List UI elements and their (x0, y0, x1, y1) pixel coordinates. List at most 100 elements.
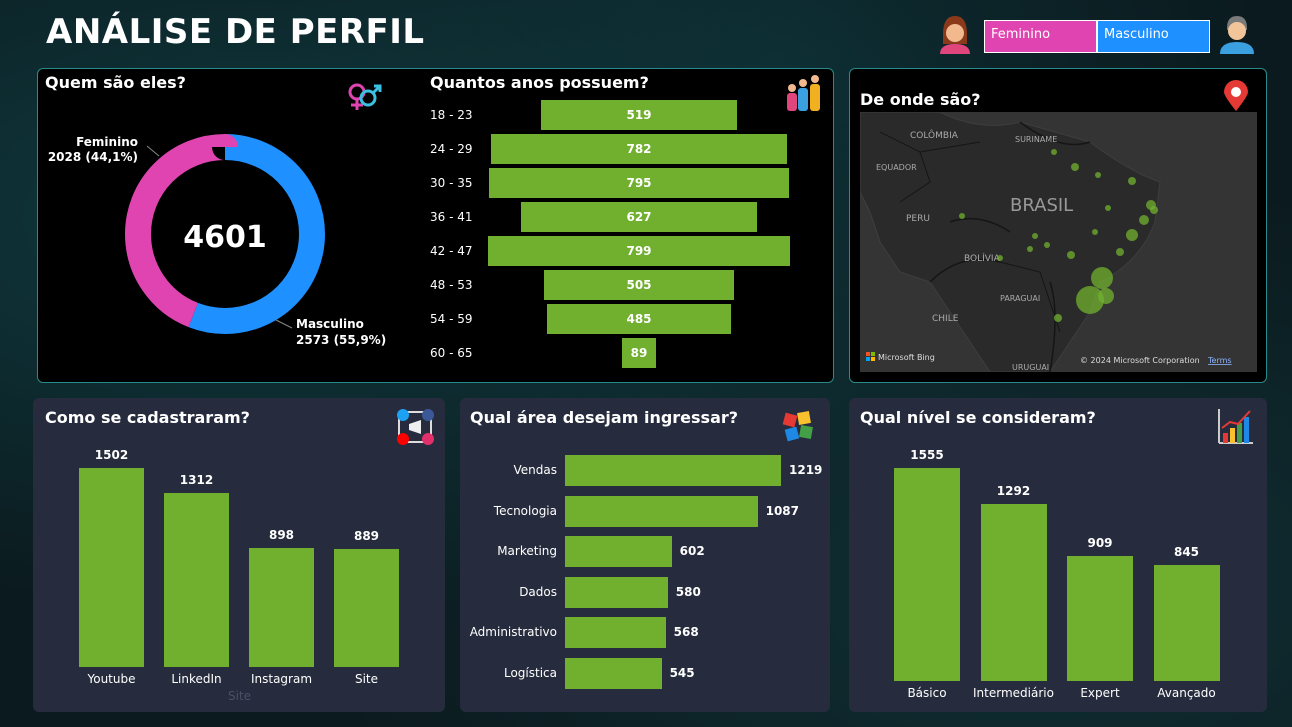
area-bar (565, 536, 672, 568)
location-bubble (1032, 233, 1038, 239)
location-bubble (1091, 267, 1113, 289)
level-category-label: Expert (1080, 686, 1120, 700)
gender-donut-chart: 4601 Feminino 2028 (44,1%) Masculino 257… (48, 134, 386, 347)
area-data-label: 545 (669, 666, 695, 680)
map-terms-link[interactable]: Terms (1207, 356, 1232, 365)
signup-category-label: Instagram (250, 672, 313, 686)
level-bar (1153, 565, 1220, 681)
area-category-label: Administrativo (469, 625, 557, 640)
signup-bar-chart: 1502 Youtube 1312 LinkedIn 898 Instagram 889 Si… (45, 440, 435, 690)
location-bubble (1150, 206, 1158, 214)
age-tick-label: 18 - 23 (430, 108, 473, 122)
location-bubble (1067, 251, 1075, 259)
level-bar (1067, 556, 1133, 681)
map-label-uruguai: URUGUAI (1012, 363, 1049, 372)
age-data-label: 505 (626, 278, 652, 292)
male-avatar-icon (1220, 16, 1254, 54)
area-category-label: Vendas (513, 463, 558, 477)
age-data-label: 782 (626, 142, 652, 156)
area-category-label: Logística (503, 666, 557, 680)
age-bar (540, 100, 738, 130)
gender-symbols-icon (348, 83, 382, 110)
age-data-label: 89 (630, 346, 648, 360)
signup-bar (334, 549, 399, 667)
location-bubble (1092, 229, 1098, 235)
area-data-label: 602 (679, 544, 705, 559)
growth-chart-icon (1218, 409, 1253, 444)
age-bar (488, 236, 790, 266)
age-tick-label: 36 - 41 (430, 210, 473, 224)
location-bubble (1076, 286, 1104, 314)
male-label: Masculino (296, 317, 364, 331)
age-tick-label: 42 - 47 (430, 244, 473, 258)
area-bar (565, 576, 668, 608)
donut-slice-feminino[interactable] (125, 134, 325, 334)
location-bubble (1105, 205, 1111, 211)
signup-data-label: 1312 (179, 473, 214, 488)
map-label-paraguai: PARAGUAI (1000, 294, 1040, 303)
age-tick-label: 30 - 35 (430, 176, 473, 190)
age-bar (622, 338, 656, 368)
location-bubbles (959, 149, 1158, 322)
location-bubble (997, 255, 1003, 261)
age-data-label: 627 (626, 210, 652, 224)
age-bar (488, 168, 790, 198)
signup-bar (249, 548, 314, 667)
level-category-label: Intermediário (973, 686, 1054, 700)
area-bar (565, 658, 662, 689)
level-data-label: 909 (1087, 536, 1113, 551)
area-category-label: Tecnologia (493, 503, 557, 518)
level-bar-chart: 1555 Básico 1292 Intermediário 909 Expert 845 A… (860, 440, 1260, 705)
signup-data-label: 1502 (94, 448, 129, 462)
age-tick-label: 60 - 65 (430, 346, 473, 360)
bing-attribution: Microsoft Bing (878, 353, 935, 362)
signup-category-label: Youtube (87, 672, 136, 686)
area-bar (565, 495, 758, 527)
map-label-equador: EQUADOR (876, 163, 917, 172)
age-tick-label: 24 - 29 (430, 142, 473, 156)
age-data-label: 799 (626, 244, 652, 258)
area-data-label: 1087 (765, 503, 800, 518)
location-bubble (1128, 177, 1136, 185)
female-label: Feminino (76, 135, 138, 149)
brazil-map[interactable]: COLÔMBIA SURINAME EQUADOR PERU BRASIL BO… (860, 112, 1257, 372)
social-media-icon (397, 409, 434, 445)
legend-feminino[interactable]: Feminino (984, 20, 1097, 53)
microsoft-logo-icon (866, 352, 875, 361)
level-bar (980, 504, 1047, 681)
family-icon (787, 75, 820, 111)
location-bubble (1051, 149, 1057, 155)
signup-data-label: 898 (268, 528, 295, 543)
signup-category-label: Site (354, 672, 379, 686)
level-data-label: 1292 (996, 484, 1031, 499)
male-value: 2573 (55,9%) (296, 333, 386, 347)
map-label-bolivia: BOLÍVIA (964, 252, 1001, 264)
location-bubble (1095, 172, 1101, 178)
signup-title: Como se cadastraram? (45, 408, 250, 427)
map-label-peru: PERU (906, 214, 930, 224)
age-tick-label: 48 - 53 (430, 278, 473, 292)
signup-bar (164, 493, 229, 667)
area-data-label: 1219 (789, 463, 823, 477)
male-leader-line (275, 319, 293, 329)
age-bar (543, 270, 735, 300)
legend-masculino[interactable]: Masculino (1097, 20, 1210, 53)
area-category-label: Marketing (497, 544, 557, 559)
area-bar-chart: Vendas 1219 Tecnologia 1087 Marketing 602 Dado… (465, 450, 825, 695)
age-title: Quantos anos possuem? (430, 73, 649, 92)
location-bubble (1054, 314, 1062, 322)
area-bar (565, 455, 781, 486)
area-data-label: 568 (673, 625, 699, 640)
location-bubble (1071, 163, 1079, 171)
female-avatar-icon (940, 16, 970, 54)
map-label-colombia: COLÔMBIA (910, 129, 959, 141)
location-bubble (1098, 288, 1114, 304)
location-pin-icon (1224, 80, 1248, 111)
level-category-label: Avançado (1157, 686, 1216, 700)
age-data-label: 519 (626, 108, 652, 122)
female-leader-line (146, 145, 160, 157)
age-data-label: 485 (626, 312, 652, 326)
map-label-suriname: SURINAME (1015, 135, 1057, 144)
age-tick-label: 54 - 59 (430, 312, 473, 326)
level-bar (894, 468, 960, 681)
